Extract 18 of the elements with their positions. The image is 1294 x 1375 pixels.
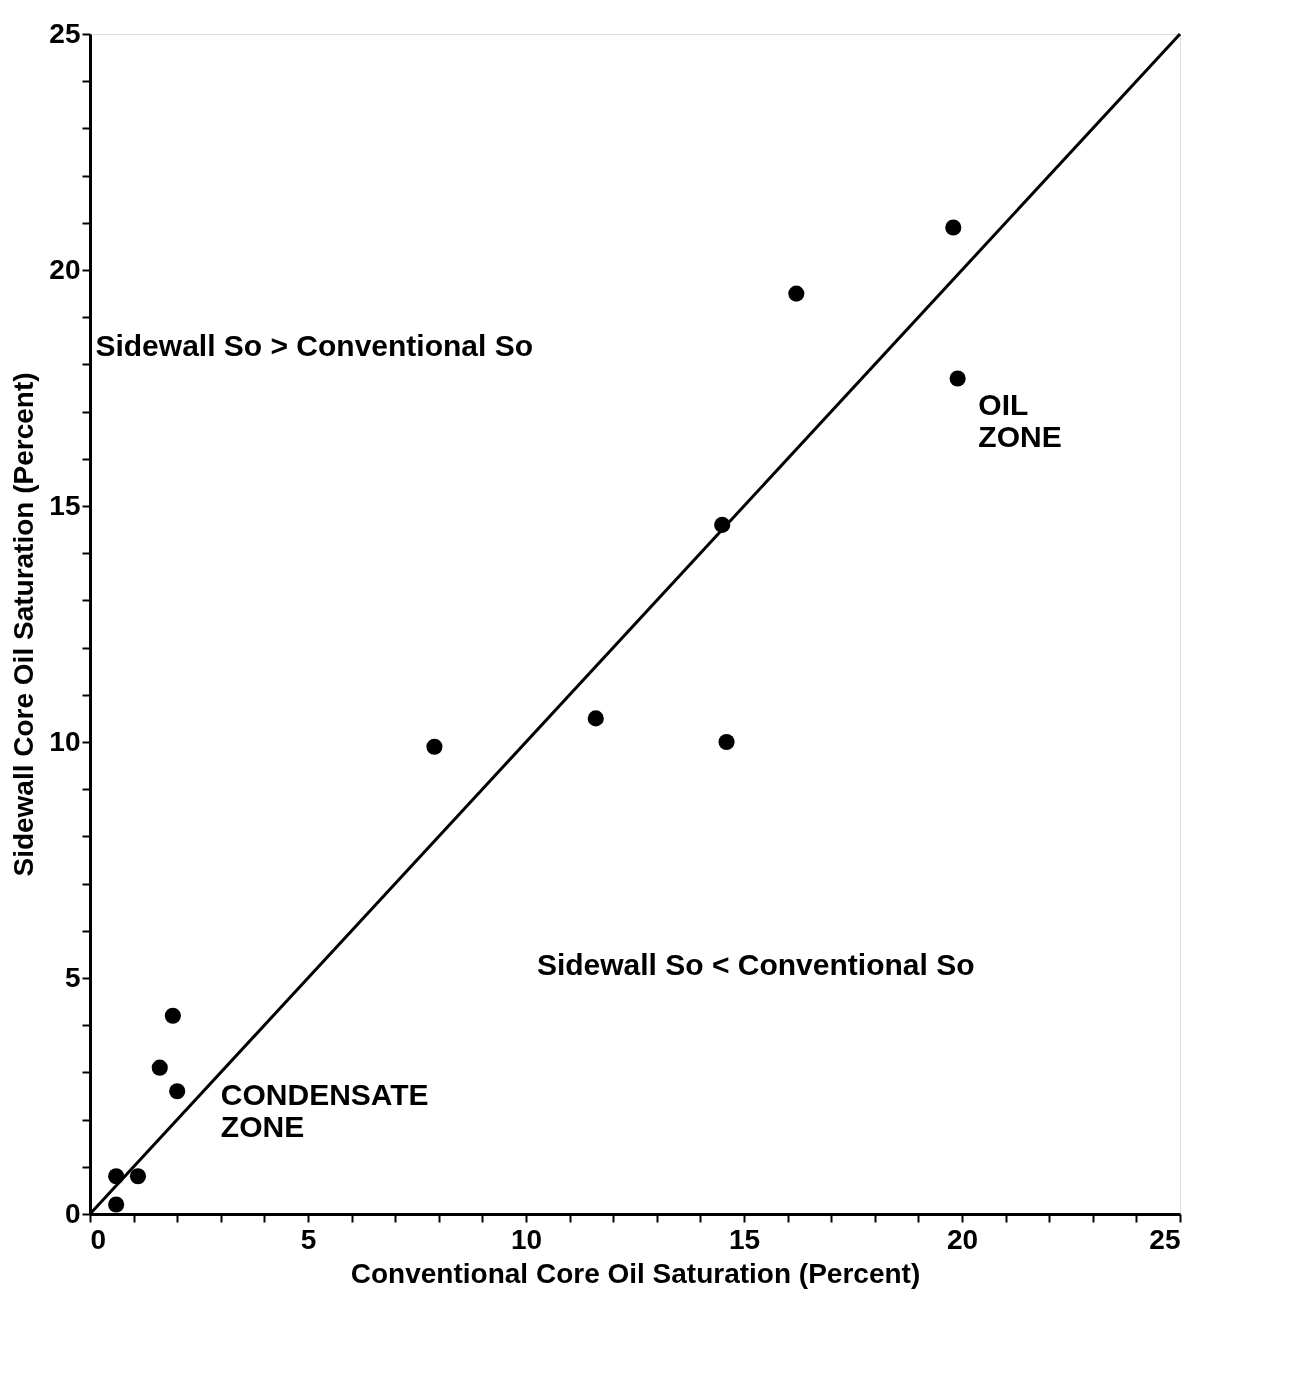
- y-tick-label: 25: [49, 17, 81, 49]
- annotation: Sidewall So < Conventional So: [536, 948, 975, 982]
- y-tick-label: 5: [64, 961, 81, 993]
- y-tick-label: 20: [49, 253, 81, 285]
- x-tick-label: 10: [510, 1223, 543, 1255]
- y-tick-label: 10: [49, 725, 81, 757]
- y-axis-title: Sidewall Core Oil Saturation (Percent): [8, 372, 40, 877]
- annotation: OIL ZONE: [978, 387, 1062, 453]
- y-tick-label: 0: [64, 1197, 81, 1229]
- x-axis-title: Conventional Core Oil Saturation (Percent): [350, 1257, 921, 1289]
- x-tick-label: 25: [1149, 1223, 1181, 1255]
- x-tick-label: 5: [300, 1223, 317, 1255]
- annotation: CONDENSATE ZONE: [220, 1078, 429, 1143]
- x-tick-label: 0: [90, 1223, 107, 1255]
- x-tick-label: 20: [946, 1223, 979, 1255]
- x-tick-label: 15: [728, 1223, 761, 1255]
- annotation: Sidewall So > Conventional So: [95, 328, 534, 362]
- y-tick-label: 15: [49, 489, 81, 521]
